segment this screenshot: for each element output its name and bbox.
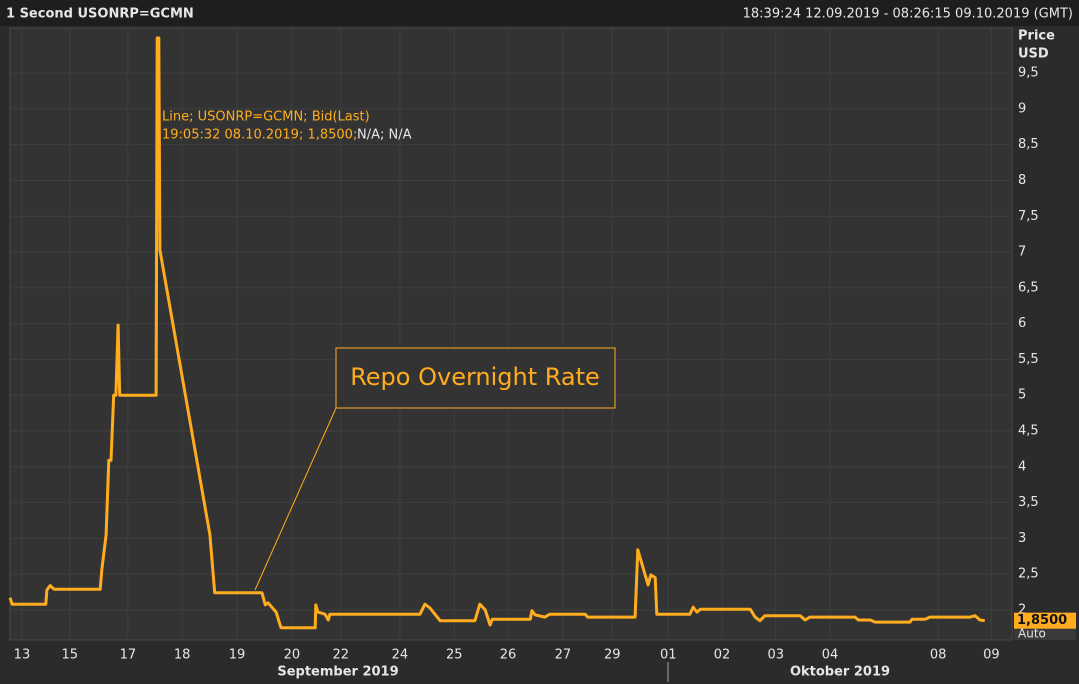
x-tick-label: 24 (392, 648, 409, 663)
month-label: Oktober 2019 (790, 665, 890, 680)
last-value-tag (1014, 612, 1076, 629)
y-tick-label: 4 (1018, 459, 1026, 474)
tooltip-extra: N/A; N/A (357, 128, 412, 143)
x-tick-label: 27 (555, 648, 572, 663)
x-tick-label: 13 (14, 648, 31, 663)
header-range: 18:39:24 12.09.2019 - 08:26:15 09.10.201… (743, 7, 1073, 22)
callout-text: Repo Overnight Rate (350, 363, 600, 391)
x-tick-label: 20 (284, 648, 301, 663)
month-label: September 2019 (277, 665, 398, 680)
y-tick-label: 7,5 (1018, 209, 1039, 224)
x-tick-label: 01 (660, 648, 677, 663)
y-tick-label: 8 (1018, 173, 1026, 188)
scale-mode: Auto (1018, 627, 1046, 641)
x-tick-label: 15 (61, 648, 78, 663)
y-tick-label: 2 (1018, 602, 1026, 617)
x-tick-label: 03 (767, 648, 784, 663)
y-tick-label: 5 (1018, 388, 1026, 403)
y-tick-label: 6,5 (1018, 280, 1039, 295)
x-tick-label: 25 (446, 648, 463, 663)
y-label: Price (1018, 29, 1055, 44)
y-tick-label: 5,5 (1018, 352, 1039, 367)
y-tick-label: 6 (1018, 316, 1026, 331)
y-tick-label: 3,5 (1018, 495, 1039, 510)
header-bar (0, 0, 1079, 26)
x-tick-label: 19 (229, 648, 246, 663)
y-tick-label: 9 (1018, 101, 1026, 116)
y-unit: USD (1018, 47, 1049, 62)
x-tick-label: 29 (604, 648, 621, 663)
x-tick-label: 17 (120, 648, 137, 663)
x-tick-label: 18 (174, 648, 191, 663)
callout-box (335, 347, 616, 409)
y-tick-label: 3 (1018, 531, 1026, 546)
tooltip-series: Line; USONRP=GCMN; Bid(Last) (162, 110, 370, 125)
x-tick-label: 26 (500, 648, 517, 663)
y-tick-label: 2,5 (1018, 567, 1039, 582)
x-tick-label: 22 (332, 648, 349, 663)
x-tick-label: 02 (714, 648, 731, 663)
x-tick-label: 04 (822, 648, 839, 663)
tooltip-time: 19:05:32 08.10.2019; 1,8500; (162, 128, 357, 143)
y-tick-label: 4,5 (1018, 423, 1039, 438)
scale-mode-box (1014, 626, 1076, 640)
y-tick-label: 9,5 (1018, 66, 1039, 81)
callout-leader (254, 407, 337, 591)
x-tick-label: 09 (983, 648, 1000, 663)
x-tick-label: 08 (930, 648, 947, 663)
y-tick-label: 8,5 (1018, 137, 1039, 152)
y-tick-label: 7 (1018, 245, 1026, 260)
series-line (8, 36, 986, 630)
header-title: 1 Second USONRP=GCMN (6, 7, 194, 22)
last-value-label: 1,8500 (1017, 613, 1067, 628)
